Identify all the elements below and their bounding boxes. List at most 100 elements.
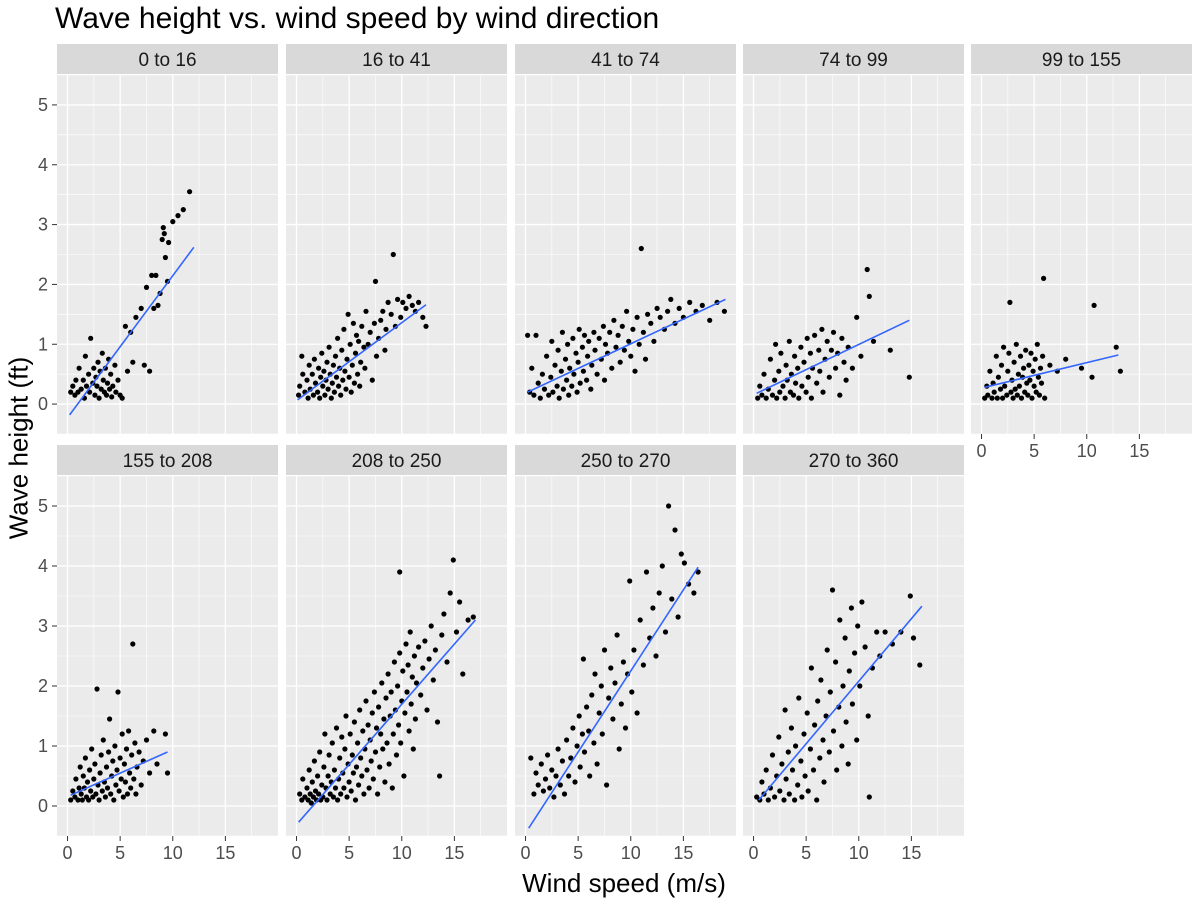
data-point [365,341,371,347]
data-point [807,350,814,356]
data-point [782,395,788,401]
data-point [864,266,870,273]
facet-strip [286,445,507,475]
data-point [594,371,600,377]
data-point [606,695,612,701]
data-point [120,794,126,800]
data-point [304,377,310,383]
data-point [1036,392,1042,398]
facet-strip-label: 250 to 270 [581,451,671,472]
data-point [73,377,79,383]
data-point [332,353,339,359]
data-point [130,359,136,365]
data-point [1113,344,1119,350]
data-point [108,791,114,797]
data-point [789,767,796,773]
data-point [640,662,647,668]
data-point [866,293,872,299]
data-point [1030,368,1036,374]
x-tick-label: 15 [215,843,235,863]
data-point [796,395,802,401]
data-point [413,680,420,686]
data-point [580,368,587,374]
data-point [687,299,693,305]
data-point [570,725,576,731]
data-point [432,647,438,653]
data-point [351,719,357,725]
data-point [180,207,186,213]
data-point [608,665,614,671]
data-point [855,623,861,629]
data-point [830,329,837,335]
data-point [1006,350,1012,356]
data-point [566,392,572,398]
data-point [834,767,840,773]
data-point [366,785,372,791]
data-point [614,632,620,638]
data-point [332,785,339,791]
data-point [396,722,402,728]
data-point [86,797,92,803]
data-point [785,749,791,755]
data-point [305,395,311,401]
data-point [793,380,799,386]
data-point [874,629,880,635]
data-point [80,377,86,383]
data-point [1037,365,1044,371]
data-point [662,629,669,635]
data-point [370,776,376,782]
data-point [368,758,374,764]
data-point [612,680,618,686]
data-point [801,731,807,737]
trend-line [528,566,699,829]
data-point [599,731,605,737]
data-point [418,692,424,698]
data-point [149,272,155,278]
data-point [814,797,820,803]
data-point [88,335,94,341]
data-point [380,308,386,314]
data-point [91,776,97,782]
data-point [987,368,993,374]
facet-panel: 208 to 250 [286,445,507,837]
data-point [792,353,798,359]
data-point [331,389,337,395]
data-point [340,377,346,383]
data-point [559,329,566,335]
data-point [824,338,830,344]
data-point [411,653,417,659]
data-point [676,305,682,311]
data-point [630,326,636,332]
data-point [810,767,817,773]
data-point [426,656,432,662]
data-point [164,770,171,776]
data-point [96,797,102,803]
data-point [628,353,634,359]
data-point [141,362,147,368]
y-tick-label: 2 [38,676,48,696]
data-point [306,767,312,773]
data-point [306,362,312,368]
data-point [568,755,574,761]
data-point [358,755,364,761]
data-point [89,746,95,752]
data-point [357,707,363,713]
data-point [548,374,554,380]
data-point [423,323,429,329]
data-point [122,323,128,329]
data-point [325,773,331,779]
trend-line [68,246,195,416]
data-point [367,329,373,335]
data-point [535,782,541,788]
data-point [780,383,786,389]
data-point [808,665,815,671]
data-point [121,761,127,767]
data-point [1005,368,1011,374]
data-point [1029,395,1035,401]
data-point [574,743,580,749]
data-point [862,644,868,650]
data-point [352,797,359,803]
data-point [322,392,328,398]
data-point [1004,392,1010,398]
data-point [839,743,845,749]
